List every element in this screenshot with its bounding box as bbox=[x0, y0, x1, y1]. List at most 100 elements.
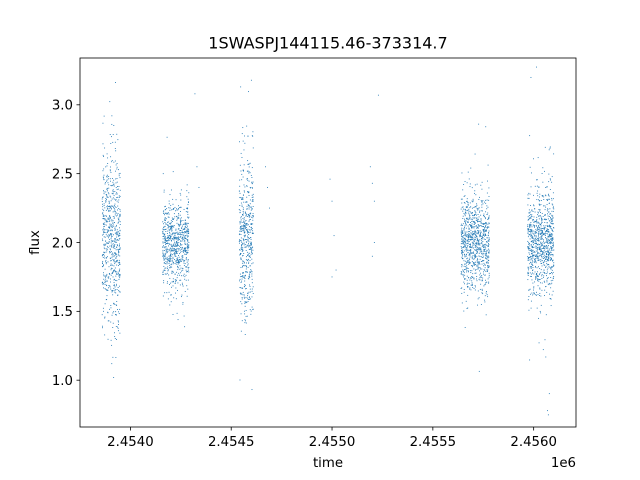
data-point bbox=[111, 178, 113, 179]
data-point bbox=[114, 252, 116, 254]
data-point bbox=[252, 206, 254, 207]
data-point bbox=[538, 248, 540, 250]
data-point bbox=[479, 210, 481, 212]
data-point bbox=[103, 205, 105, 206]
data-point bbox=[530, 235, 532, 237]
data-point bbox=[251, 208, 253, 210]
data-point bbox=[469, 183, 471, 185]
data-point bbox=[245, 320, 246, 322]
data-point bbox=[488, 237, 490, 239]
data-point bbox=[118, 186, 120, 187]
data-point bbox=[118, 265, 120, 267]
data-point bbox=[545, 251, 546, 253]
data-point bbox=[118, 290, 120, 291]
data-point bbox=[484, 225, 486, 227]
data-point bbox=[179, 259, 181, 260]
data-point bbox=[114, 337, 116, 339]
data-point bbox=[106, 190, 108, 192]
data-point bbox=[177, 265, 179, 267]
data-point bbox=[175, 228, 177, 230]
data-point bbox=[538, 240, 540, 242]
data-point bbox=[240, 330, 242, 332]
data-point bbox=[530, 213, 532, 215]
data-point bbox=[470, 229, 472, 231]
data-point bbox=[166, 263, 168, 265]
data-point bbox=[111, 264, 113, 266]
data-point bbox=[552, 290, 554, 292]
data-point bbox=[242, 275, 244, 276]
data-point bbox=[468, 250, 470, 252]
data-point bbox=[110, 156, 112, 158]
data-point bbox=[246, 230, 248, 232]
data-point bbox=[245, 213, 247, 214]
data-point bbox=[251, 187, 253, 189]
data-point bbox=[170, 220, 172, 222]
data-point bbox=[461, 206, 463, 208]
data-point bbox=[108, 178, 110, 180]
data-point bbox=[461, 247, 462, 249]
data-point bbox=[119, 235, 121, 236]
data-point bbox=[178, 233, 180, 235]
data-point bbox=[542, 252, 544, 254]
data-point bbox=[531, 245, 533, 247]
data-point bbox=[552, 255, 554, 257]
data-point bbox=[105, 281, 107, 283]
data-point bbox=[533, 216, 535, 218]
data-point bbox=[115, 314, 116, 316]
data-point bbox=[174, 216, 176, 218]
data-point bbox=[112, 223, 114, 225]
data-point bbox=[167, 237, 169, 239]
data-point bbox=[481, 263, 483, 265]
data-points bbox=[101, 66, 555, 416]
data-point bbox=[103, 255, 105, 257]
y-tick-label: 3.0 bbox=[52, 99, 73, 114]
data-point bbox=[252, 262, 254, 264]
data-point bbox=[164, 253, 166, 255]
data-point bbox=[171, 232, 173, 234]
data-point bbox=[534, 252, 536, 253]
data-point bbox=[171, 260, 173, 262]
data-point bbox=[487, 270, 488, 272]
data-point bbox=[478, 216, 480, 218]
data-point bbox=[169, 267, 171, 269]
data-point bbox=[464, 213, 466, 215]
data-point bbox=[102, 222, 104, 224]
data-point bbox=[540, 236, 542, 238]
data-point bbox=[480, 249, 482, 251]
data-point bbox=[474, 242, 476, 244]
data-point bbox=[527, 275, 529, 276]
data-point bbox=[335, 269, 337, 271]
data-point bbox=[480, 250, 482, 252]
data-point bbox=[487, 245, 489, 247]
data-point bbox=[118, 195, 120, 197]
data-point bbox=[544, 339, 546, 341]
data-point bbox=[251, 263, 253, 265]
data-point bbox=[541, 221, 543, 223]
data-point bbox=[482, 223, 484, 225]
data-point bbox=[171, 209, 173, 211]
data-point bbox=[239, 141, 240, 143]
data-point bbox=[102, 257, 104, 259]
data-point bbox=[469, 211, 471, 213]
data-point bbox=[539, 268, 541, 269]
data-point bbox=[479, 267, 481, 269]
data-point bbox=[538, 317, 540, 319]
data-point bbox=[248, 172, 250, 174]
data-point bbox=[548, 284, 550, 286]
data-point bbox=[176, 312, 178, 314]
data-point bbox=[534, 235, 536, 237]
data-point bbox=[487, 235, 489, 237]
data-point bbox=[530, 251, 532, 252]
data-point bbox=[106, 188, 108, 190]
data-point bbox=[473, 262, 475, 264]
data-point bbox=[462, 223, 464, 225]
data-point bbox=[251, 196, 253, 198]
data-point bbox=[244, 275, 246, 277]
data-point bbox=[472, 242, 474, 244]
data-point bbox=[119, 177, 121, 179]
data-point bbox=[164, 255, 166, 256]
data-point bbox=[535, 255, 537, 257]
data-point bbox=[534, 266, 536, 268]
data-point bbox=[529, 266, 531, 268]
data-point bbox=[244, 284, 245, 286]
